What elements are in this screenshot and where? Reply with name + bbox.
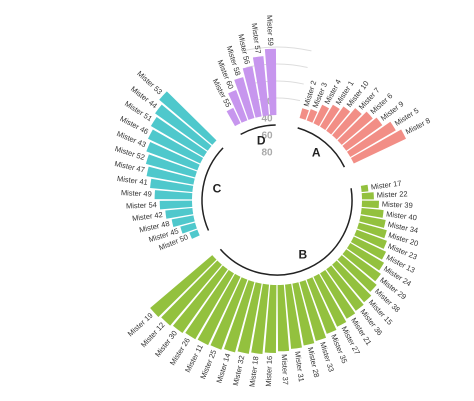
bar: [299, 280, 327, 341]
bar: [146, 166, 195, 185]
bar-label: Mister 18: [247, 356, 260, 388]
bar: [159, 200, 193, 210]
bar: [360, 207, 384, 218]
bar: [284, 283, 302, 349]
bar-label: Mister 37: [280, 354, 290, 385]
bar-label: Mister 42: [132, 210, 164, 223]
bar: [242, 66, 262, 118]
bar: [306, 277, 337, 334]
bar: [172, 265, 228, 334]
bar-label: Mister 59: [265, 15, 275, 46]
bar: [360, 184, 369, 193]
bar: [342, 249, 381, 282]
group-arc: [297, 127, 346, 168]
bar: [251, 283, 270, 355]
bar: [313, 273, 347, 327]
group-arc: [201, 147, 224, 231]
bar: [154, 190, 193, 200]
bar: [320, 104, 340, 131]
bar-label: Mister 39: [382, 200, 413, 210]
group-label: B: [298, 247, 307, 261]
bar: [150, 255, 217, 317]
bar-label: Mister 17: [370, 179, 402, 192]
bar-label: Mister 32: [231, 355, 246, 387]
bar: [350, 236, 387, 260]
bar: [223, 280, 255, 353]
bar: [264, 48, 277, 116]
bar: [357, 222, 387, 239]
bar: [171, 215, 195, 227]
bar-label: Mister 14: [214, 352, 232, 384]
bar: [226, 107, 241, 127]
bar: [159, 91, 217, 145]
group-arc: [240, 124, 276, 136]
bar: [337, 111, 373, 145]
bar-label: Mister 49: [121, 188, 152, 198]
bar: [146, 141, 200, 171]
bar: [292, 282, 315, 346]
bar: [148, 129, 204, 164]
bar: [306, 109, 318, 123]
bar: [346, 121, 396, 157]
bar: [197, 273, 241, 346]
bar: [350, 129, 406, 164]
bar: [264, 284, 277, 353]
bar: [332, 260, 372, 303]
bar-label: Mister 41: [117, 174, 149, 187]
bar: [145, 154, 197, 178]
bar: [228, 90, 248, 123]
bar-label: Mister 47: [114, 159, 146, 174]
bar: [361, 192, 374, 200]
bar: [326, 106, 351, 135]
bar: [337, 255, 377, 292]
bar: [346, 243, 385, 271]
bar: [161, 260, 222, 326]
bar: [165, 207, 194, 219]
bar: [332, 108, 362, 140]
bar-label: Mister 22: [377, 189, 408, 199]
bar: [252, 56, 270, 117]
bar: [299, 108, 309, 120]
group-label: C: [213, 182, 222, 196]
bar-label: Mister 28: [306, 346, 321, 378]
bar-label: Mister 16: [264, 356, 274, 387]
y-tick-label: 40: [261, 114, 273, 125]
bar: [185, 269, 234, 340]
bar: [189, 229, 200, 239]
bar: [277, 284, 290, 352]
bar: [359, 215, 386, 228]
bar: [361, 200, 379, 209]
bar: [210, 277, 248, 350]
bar: [155, 104, 212, 151]
bar: [150, 178, 194, 193]
bar-label: Mister 57: [250, 23, 263, 55]
bar-label: Mister 54: [126, 200, 157, 210]
bar: [326, 265, 364, 311]
bar: [342, 117, 383, 151]
bar-label: Mister 40: [386, 209, 418, 222]
group-arc: [219, 188, 353, 276]
bar: [234, 77, 255, 120]
grid-line: [242, 46, 312, 52]
bar: [320, 269, 356, 319]
y-tick-label: 60: [261, 131, 273, 142]
group-label: A: [312, 145, 321, 159]
bar: [180, 222, 197, 234]
bar-label: Mister 31: [293, 351, 306, 383]
group-label: D: [257, 133, 266, 147]
y-tick-label: 80: [261, 148, 273, 159]
bar: [237, 282, 262, 354]
bar: [354, 229, 387, 249]
bar: [150, 116, 208, 157]
bar: [313, 104, 330, 127]
